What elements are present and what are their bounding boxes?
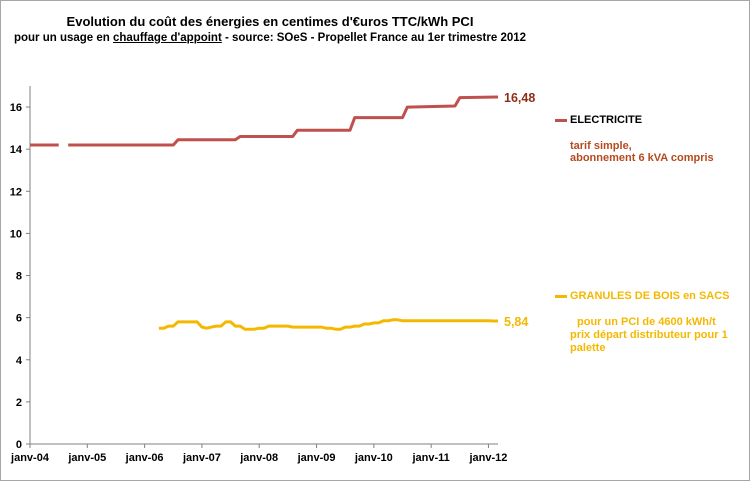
legend-note-granules-3: palette bbox=[570, 342, 606, 354]
y-tick-label: 10 bbox=[10, 228, 22, 240]
legend-label-granules: GRANULES DE BOIS en SACS bbox=[570, 290, 730, 302]
series-line-1 bbox=[158, 318, 498, 331]
chart-title: Evolution du coût des énergies en centim… bbox=[66, 14, 474, 29]
y-tick-label: 8 bbox=[16, 271, 22, 283]
x-tick-label: janv-04 bbox=[10, 452, 50, 464]
subtitle-pre: pour un usage en bbox=[13, 32, 113, 44]
x-tick-label: janv-10 bbox=[354, 452, 393, 464]
legend-label-electricite: ELECTRICITE bbox=[570, 114, 643, 126]
chart-subtitle: pour un usage en chauffage d'appoint - s… bbox=[0, 32, 540, 44]
series-end-label: 16,48 bbox=[504, 91, 535, 105]
x-tick-label: janv-09 bbox=[297, 452, 336, 464]
y-tick-label: 0 bbox=[16, 439, 22, 451]
y-tick-label: 12 bbox=[10, 186, 22, 198]
subtitle-underlined: chauffage d'appoint bbox=[113, 32, 222, 44]
y-tick-label: 14 bbox=[10, 144, 23, 156]
subtitle-post: - source: SOeS - Propellet France au 1er… bbox=[221, 32, 527, 44]
legend-note-granules-2: prix départ distributeur pour 1 bbox=[570, 329, 728, 341]
legend-note-electricite-2: abonnement 6 kVA compris bbox=[570, 152, 714, 164]
legend-note-granules-1: pour un PCI de 4600 kWh/t bbox=[577, 316, 716, 328]
x-tick-label: janv-11 bbox=[411, 452, 449, 464]
series-end-label: 5,84 bbox=[504, 315, 528, 329]
y-tick-label: 4 bbox=[16, 355, 23, 367]
x-tick-label: janv-08 bbox=[239, 452, 278, 464]
x-tick-label: janv-12 bbox=[468, 452, 507, 464]
y-tick-label: 16 bbox=[10, 102, 22, 114]
y-tick-label: 6 bbox=[16, 313, 22, 325]
x-tick-label: janv-05 bbox=[67, 452, 106, 464]
x-tick-label: janv-06 bbox=[125, 452, 164, 464]
legend-swatch-electricite bbox=[555, 119, 567, 122]
legend-note-electricite-1: tarif simple, bbox=[570, 140, 632, 152]
legend-swatch-granules bbox=[555, 295, 567, 298]
y-tick-label: 2 bbox=[16, 397, 22, 409]
series-line-0 bbox=[68, 95, 499, 147]
x-tick-label: janv-07 bbox=[182, 452, 221, 464]
